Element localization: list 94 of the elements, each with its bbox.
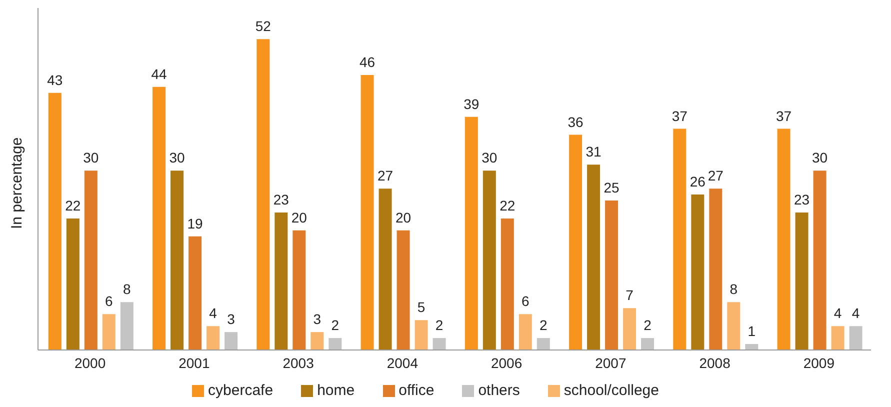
x-tick-label: 2007 [595, 354, 626, 371]
x-tick-label: 2001 [178, 354, 210, 371]
data-label: 6 [522, 293, 530, 310]
data-label: 27 [708, 168, 724, 184]
bar [274, 212, 288, 350]
y-axis-title: In percentage [8, 137, 26, 229]
data-label: 37 [776, 108, 792, 124]
bar [256, 39, 270, 350]
data-label: 7 [626, 287, 634, 304]
bar [500, 218, 514, 350]
bar [292, 230, 306, 350]
data-label: 1 [748, 323, 756, 340]
data-label: 46 [360, 54, 376, 70]
legend-label: office [398, 382, 434, 399]
data-label: 37 [672, 108, 688, 124]
data-label: 36 [568, 114, 584, 130]
data-label: 19 [187, 215, 204, 232]
data-label: 20 [396, 209, 412, 226]
data-label: 52 [255, 18, 272, 34]
bar [569, 134, 582, 350]
bar [849, 326, 862, 350]
x-tick-label: 2008 [699, 354, 731, 371]
x-tick-label: 2003 [282, 354, 314, 371]
x-tick-label: 2000 [74, 354, 106, 371]
bar [464, 116, 478, 350]
bar [48, 92, 62, 350]
data-label: 25 [604, 180, 620, 196]
bar [188, 236, 202, 350]
bar [813, 170, 826, 350]
data-label: 22 [65, 197, 81, 214]
bar [795, 212, 808, 350]
bar [170, 170, 184, 350]
data-label: 39 [464, 96, 480, 112]
data-label: 43 [47, 72, 63, 88]
bar [518, 314, 532, 350]
data-label: 3 [313, 311, 322, 328]
bar [432, 338, 446, 350]
data-label: 26 [690, 174, 706, 190]
bar [152, 86, 166, 350]
bar [623, 308, 636, 350]
bar [224, 332, 238, 350]
data-label: 2 [435, 317, 444, 334]
bar [206, 326, 220, 350]
legend-label: others [478, 382, 520, 399]
data-label: 27 [378, 168, 394, 184]
x-tick-label: 2004 [386, 354, 418, 371]
bar [482, 170, 496, 350]
data-label: 2 [331, 317, 340, 334]
bar [360, 74, 374, 350]
bar [120, 302, 134, 350]
data-label: 23 [794, 191, 810, 208]
bar [727, 302, 740, 350]
data-label: 6 [105, 293, 114, 310]
data-label: 8 [730, 281, 738, 298]
data-label: 5 [417, 299, 426, 316]
legend-label: cybercafe [208, 382, 274, 399]
data-label: 30 [812, 150, 828, 166]
data-label: 30 [83, 150, 99, 166]
bar [605, 200, 618, 350]
data-label: 4 [834, 305, 842, 322]
x-tick-label: 2006 [490, 354, 522, 371]
bar [536, 338, 550, 350]
data-label: 2 [540, 317, 548, 334]
bar [310, 332, 324, 350]
legend-label: home [317, 382, 355, 399]
bar [641, 338, 654, 350]
data-label: 20 [291, 209, 308, 226]
data-label: 4 [852, 305, 860, 322]
bar [396, 230, 410, 350]
bar [709, 188, 722, 350]
bar [378, 188, 392, 350]
data-label: 44 [151, 66, 168, 82]
bar [328, 338, 342, 350]
bar [745, 344, 758, 350]
bar [673, 128, 686, 350]
bar [587, 164, 600, 350]
legend-label: school/college [564, 382, 659, 399]
bar [66, 218, 80, 350]
data-label: 31 [586, 144, 602, 160]
data-label: 22 [500, 197, 516, 214]
x-tick-label: 2009 [803, 354, 835, 371]
data-label: 23 [273, 191, 290, 208]
bar [102, 314, 116, 350]
bar [831, 326, 844, 350]
data-label: 30 [482, 150, 498, 166]
bar [691, 194, 704, 350]
data-label: 8 [123, 281, 132, 298]
data-label: 2 [644, 317, 652, 334]
data-label: 3 [227, 311, 236, 328]
bar [414, 320, 428, 350]
data-label: 30 [169, 150, 186, 166]
data-label: 4 [209, 305, 218, 322]
bar [777, 128, 790, 350]
bar [84, 170, 98, 350]
